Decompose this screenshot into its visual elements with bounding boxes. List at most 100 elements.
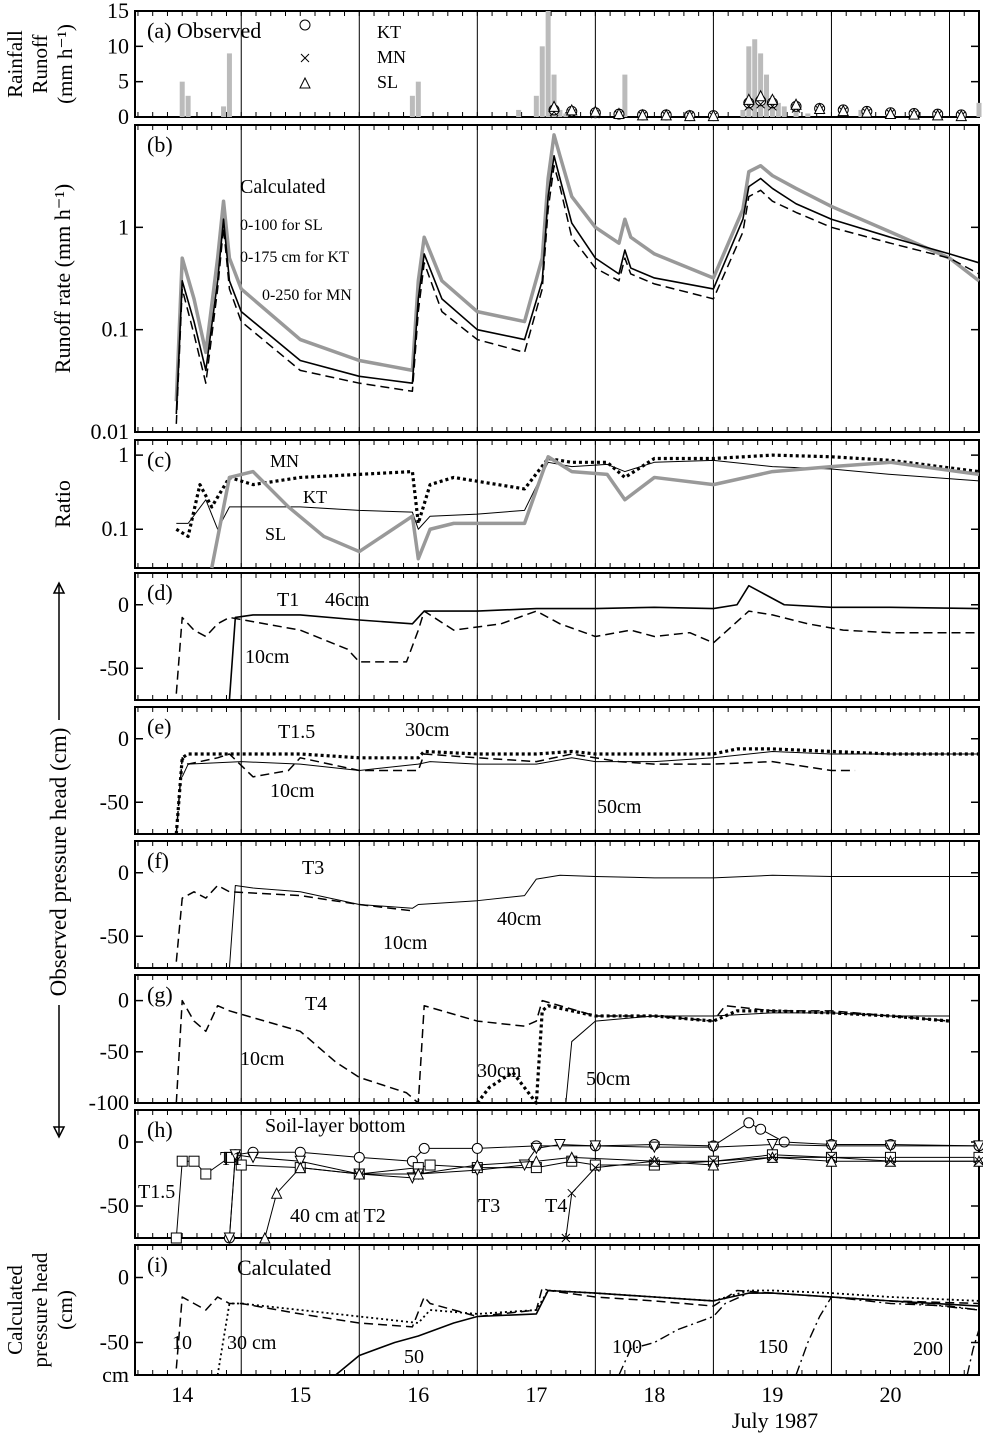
data-point (973, 1140, 983, 1152)
data-point (591, 1163, 600, 1172)
rainfall-bar (516, 109, 522, 117)
y-tick-label: 0 (118, 988, 129, 1013)
rainfall-bar (758, 53, 764, 117)
legend-entry: SL (377, 72, 398, 92)
data-point (530, 1142, 543, 1155)
annotation: 10cm (383, 932, 428, 954)
annotation: T4 (545, 1195, 567, 1217)
annotation: 10cm (270, 780, 315, 802)
data-point (565, 103, 578, 116)
y-tick-label: cm (102, 1362, 129, 1387)
panel-label: (b) (147, 132, 173, 157)
y-tick-label: -50 (100, 655, 129, 680)
annotation: 30cm (405, 719, 450, 741)
data-point (955, 109, 968, 122)
series-line-e-50cm (181, 750, 979, 778)
panel-i: 0-50cm(i)Calculated pressure head (cm)Calc… (3, 1244, 980, 1387)
y-tick-label: 0 (118, 1129, 129, 1154)
panel-label: (c) (147, 447, 171, 472)
data-point (259, 1231, 271, 1244)
rainfall-bar (563, 113, 569, 117)
panel-label: (g) (147, 982, 173, 1007)
shared-ylabel: Observed pressure head (cm) (46, 728, 71, 997)
legend-marker (300, 53, 310, 63)
y-tick-label: 10 (107, 33, 129, 58)
series-line-c-KT (176, 459, 980, 530)
data-point (176, 1155, 188, 1167)
data-point (813, 102, 826, 115)
series-line-h-T3 (228, 1144, 979, 1239)
data-point (908, 108, 920, 120)
data-point (589, 105, 602, 117)
panel-f: 0 -50 (f) T3 40cm 10cm (100, 840, 980, 969)
annotation: 50cm (597, 796, 642, 818)
y-tick-label: -50 (100, 923, 129, 948)
data-point (743, 1117, 755, 1129)
data-point (170, 1232, 182, 1244)
y-tick-label: 1 (118, 214, 129, 239)
rainfall-bar (764, 74, 770, 117)
annotation: T3 (302, 857, 324, 879)
series-line-i-100 (618, 1292, 980, 1376)
rainfall-bar (858, 109, 864, 117)
data-point (778, 1136, 790, 1148)
annotation: Soil-layer bottom (265, 1115, 406, 1137)
panel-label: (d) (147, 580, 173, 605)
series-line-g-10cm (175, 999, 950, 1104)
rainfall-bar (415, 81, 421, 117)
y-axis-title-line: (mm h⁻¹) (53, 24, 77, 104)
legend-entry: KT (377, 22, 401, 42)
data-point (567, 1188, 577, 1198)
data-point (471, 1142, 483, 1154)
annotation: T3 (478, 1195, 500, 1217)
data-point (294, 1161, 307, 1174)
series-line-b-KT (175, 155, 980, 415)
series-line-h-T4 (565, 1156, 979, 1239)
rainfall-bar (533, 95, 539, 117)
data-point (589, 1159, 601, 1171)
data-point (223, 1232, 236, 1245)
data-point (188, 1155, 200, 1167)
rainfall-bar (622, 74, 628, 117)
rainfall-bar (221, 106, 227, 117)
panel-label: (e) (147, 714, 171, 739)
data-point (884, 1140, 897, 1152)
annotation: 150 (758, 1336, 788, 1358)
data-point (884, 107, 897, 119)
data-point (613, 107, 625, 119)
y-axis-title: Runoff rate (mm h⁻¹) (50, 184, 75, 373)
panel-f-frame (134, 840, 980, 969)
series-line-b-SL (174, 133, 981, 402)
data-point (353, 1151, 365, 1163)
y-tick-label: 5 (118, 69, 129, 94)
data-point (756, 99, 765, 109)
annotation: T1.5 (278, 721, 315, 743)
annotation: T4 (305, 993, 327, 1015)
data-point (683, 109, 696, 122)
y-tick-label: -50 (100, 789, 129, 814)
y-axis-title-line: Calculated (3, 1265, 27, 1355)
series-line-i-200 (966, 1329, 980, 1376)
x-tick-label: 17 (525, 1382, 547, 1407)
annotation: 46cm (325, 589, 370, 611)
data-point (270, 1187, 283, 1199)
data-point (707, 109, 720, 122)
y-tick-label: -50 (100, 1039, 129, 1064)
y-tick-label: 0 (118, 1265, 129, 1290)
data-point (565, 1151, 578, 1163)
y-tick-label: -50 (100, 1330, 129, 1355)
panel-c-frame (134, 439, 980, 569)
annotation: 40cm (497, 908, 542, 930)
y-tick-label: -100 (89, 1090, 129, 1115)
panel-b-frame (134, 124, 980, 433)
data-point (709, 1156, 718, 1166)
data-point (754, 89, 767, 102)
legend-entry: MN (377, 47, 406, 67)
data-point (766, 1139, 779, 1151)
x-axis-title: July 1987 (732, 1408, 818, 1433)
legend-marker (299, 19, 311, 31)
annotation: 40 cm at T2 (290, 1205, 386, 1227)
series-line-e-30cm (174, 747, 979, 835)
data-point (589, 1140, 602, 1152)
